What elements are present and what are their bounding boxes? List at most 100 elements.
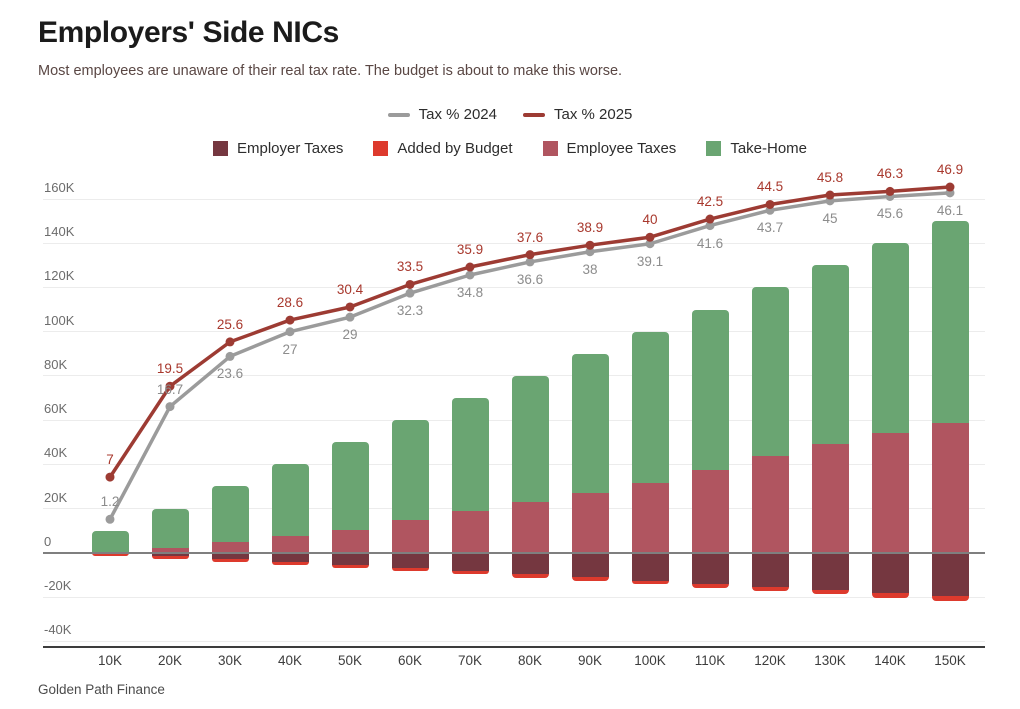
- x-tick-label: 40K: [277, 653, 303, 668]
- y-tick-label: 160K: [44, 180, 75, 196]
- value-label-2025: 40: [642, 212, 658, 228]
- bar-segment-added-by-budget: [871, 592, 909, 598]
- legend-item-added-by-budget: Added by Budget: [373, 140, 513, 157]
- value-label-2024: 41.6: [696, 235, 724, 251]
- square-swatch-icon: [212, 141, 228, 156]
- y-tick-label: 120K: [44, 268, 75, 284]
- value-label-2025: 35.9: [456, 242, 484, 257]
- bar-segment-take-home: [871, 243, 909, 434]
- y-gridline: [43, 596, 985, 598]
- bar-segment-added-by-budget: [331, 565, 369, 568]
- line-tax-2024-point: [885, 191, 895, 201]
- bar-segment-employer-taxes: [931, 552, 969, 596]
- value-label-2024: 43.7: [756, 220, 784, 236]
- bar-segment-take-home: [211, 486, 249, 542]
- bar-segment-employee-taxes: [211, 542, 249, 553]
- value-label-2025: 7: [106, 452, 114, 468]
- bar-segment-take-home: [151, 508, 189, 549]
- x-tick-label: 110K: [694, 653, 726, 668]
- y-tick-label: -20K: [44, 578, 72, 594]
- value-label-2025: 38.9: [576, 220, 604, 236]
- x-tick-label: 20K: [157, 653, 183, 668]
- y-gridline: [43, 640, 985, 642]
- bar-segment-take-home: [571, 353, 609, 493]
- value-label-2024: 38: [582, 261, 598, 277]
- bar-segment-employee-taxes: [931, 422, 969, 553]
- bar-segment-employee-taxes: [871, 433, 909, 553]
- y-tick-label: 100K: [44, 312, 75, 328]
- line-tax-2024-point: [345, 312, 355, 322]
- value-label-2025: 46.3: [876, 166, 904, 182]
- legend-label: Added by Budget: [397, 140, 513, 157]
- x-tick-label: 60K: [397, 653, 423, 668]
- legend-item-take-home: Take-Home: [706, 140, 807, 157]
- value-label-2024: 1.2: [100, 494, 120, 510]
- value-label-2025: 44.5: [756, 179, 784, 195]
- value-label-2025: 28.6: [276, 295, 304, 311]
- value-label-2025: 45.8: [816, 170, 844, 186]
- value-label-2025: 33.5: [396, 259, 424, 275]
- line-tax-2024-point: [105, 514, 115, 524]
- bar-segment-employer-taxes: [331, 552, 369, 566]
- line-tax-2025-point: [705, 214, 715, 224]
- bar-segment-employer-taxes: [211, 552, 249, 560]
- line-tax-2025-point: [345, 302, 355, 312]
- bar-segment-added-by-budget: [511, 574, 549, 578]
- square-swatch-icon: [373, 141, 389, 156]
- bar-segment-employer-taxes: [571, 552, 609, 578]
- bar-segment-added-by-budget: [751, 586, 789, 591]
- bar-segment-employee-taxes: [331, 529, 369, 553]
- bar-segment-take-home: [451, 398, 489, 512]
- footer-attribution: Golden Path Finance: [38, 682, 165, 697]
- bar-segment-added-by-budget: [91, 553, 129, 556]
- bar-segment-employee-taxes: [571, 492, 609, 553]
- line-tax-2024-point: [585, 247, 595, 257]
- bar-segment-added-by-budget: [811, 589, 849, 595]
- value-label-2025: 30.4: [336, 281, 364, 297]
- bar-segment-employer-taxes: [151, 552, 189, 557]
- line-tax-2025-point: [765, 199, 775, 209]
- bar-segment-employee-taxes: [751, 455, 789, 553]
- value-label-2024: 46.1: [936, 202, 964, 218]
- bar-segment-employer-taxes: [631, 552, 669, 581]
- bar-segment-take-home: [931, 221, 969, 423]
- bar-segment-take-home: [271, 464, 309, 536]
- legend-item-employee-taxes: Employee Taxes: [542, 140, 676, 157]
- legend-lines: Tax % 2024 Tax % 2025: [0, 106, 1020, 123]
- bar-segment-employee-taxes: [811, 443, 849, 553]
- x-tick-label: 80K: [517, 653, 543, 668]
- bar-segment-employee-taxes: [271, 535, 309, 553]
- bar-segment-added-by-budget: [391, 568, 429, 572]
- value-label-2024: 36.6: [516, 271, 544, 287]
- line-tax-2025-point: [465, 262, 475, 272]
- square-swatch-icon: [706, 141, 722, 156]
- bar-segment-employer-taxes: [451, 552, 489, 572]
- x-tick-label: 100K: [634, 653, 666, 668]
- legend-item-employer-taxes: Employer Taxes: [212, 140, 344, 157]
- value-label-2024: 39.1: [636, 253, 664, 269]
- bar-segment-employee-taxes: [691, 469, 729, 553]
- line-swatch-2025-icon: [523, 112, 545, 117]
- value-label-2024: 32.3: [396, 303, 424, 319]
- line-tax-2024-point: [945, 188, 955, 198]
- y-tick-label: -40K: [44, 622, 72, 638]
- x-tick-label: 140K: [874, 653, 906, 668]
- chart-subtitle: Most employees are unaware of their real…: [38, 63, 623, 79]
- bar-segment-employee-taxes: [451, 511, 489, 553]
- value-label-2024: 34.8: [456, 285, 484, 300]
- line-tax-2024-point: [705, 221, 715, 231]
- value-label-2024: 29: [342, 327, 358, 343]
- bar-segment-employer-taxes: [691, 552, 729, 584]
- bar-segment-employer-taxes: [751, 552, 789, 587]
- bar-segment-take-home: [811, 265, 849, 444]
- value-label-2025: 42.5: [696, 194, 724, 210]
- value-label-2025: 25.6: [216, 316, 244, 332]
- legend-label: Employer Taxes: [236, 140, 344, 157]
- y-tick-label: 80K: [44, 356, 68, 372]
- x-tick-label: 150K: [934, 653, 966, 668]
- x-axis-line: [43, 645, 985, 648]
- line-tax-2024-point: [405, 288, 415, 298]
- line-tax-2025-point: [945, 182, 955, 192]
- legend-bars: Employer Taxes Added by Budget Employee …: [0, 140, 1020, 157]
